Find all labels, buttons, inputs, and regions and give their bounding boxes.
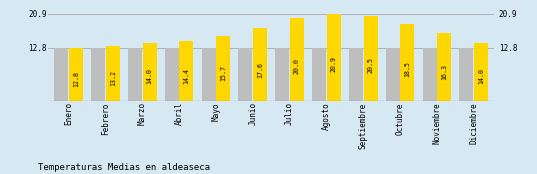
Text: Temperaturas Medias en aldeaseca: Temperaturas Medias en aldeaseca bbox=[38, 163, 209, 172]
Bar bbox=[143, 43, 157, 101]
Text: 12.8: 12.8 bbox=[73, 70, 79, 86]
Bar bbox=[69, 48, 83, 101]
Text: 13.2: 13.2 bbox=[110, 70, 116, 86]
Text: 14.0: 14.0 bbox=[478, 68, 484, 84]
Bar bbox=[54, 48, 68, 101]
Text: 20.9: 20.9 bbox=[331, 56, 337, 72]
Bar bbox=[201, 48, 215, 101]
Bar bbox=[364, 16, 378, 101]
Text: 17.6: 17.6 bbox=[257, 62, 263, 78]
Bar bbox=[275, 48, 289, 101]
Bar bbox=[290, 18, 304, 101]
Text: 15.7: 15.7 bbox=[220, 65, 226, 81]
Bar bbox=[423, 48, 437, 101]
Text: 16.3: 16.3 bbox=[441, 64, 447, 80]
Bar bbox=[128, 48, 142, 101]
Bar bbox=[437, 33, 451, 101]
Text: 14.4: 14.4 bbox=[184, 68, 190, 84]
Text: 20.5: 20.5 bbox=[368, 57, 374, 73]
Bar bbox=[312, 48, 326, 101]
Bar bbox=[349, 48, 363, 101]
Bar bbox=[327, 14, 341, 101]
Bar bbox=[179, 41, 193, 101]
Bar bbox=[238, 48, 252, 101]
Bar bbox=[216, 35, 230, 101]
Bar bbox=[474, 43, 488, 101]
Text: 20.0: 20.0 bbox=[294, 58, 300, 74]
Text: 14.0: 14.0 bbox=[147, 68, 153, 84]
Bar bbox=[91, 48, 105, 101]
Bar bbox=[253, 28, 267, 101]
Bar bbox=[165, 48, 179, 101]
Bar bbox=[386, 48, 400, 101]
Bar bbox=[460, 48, 474, 101]
Bar bbox=[106, 46, 120, 101]
Text: 18.5: 18.5 bbox=[404, 61, 410, 77]
Bar bbox=[401, 24, 415, 101]
